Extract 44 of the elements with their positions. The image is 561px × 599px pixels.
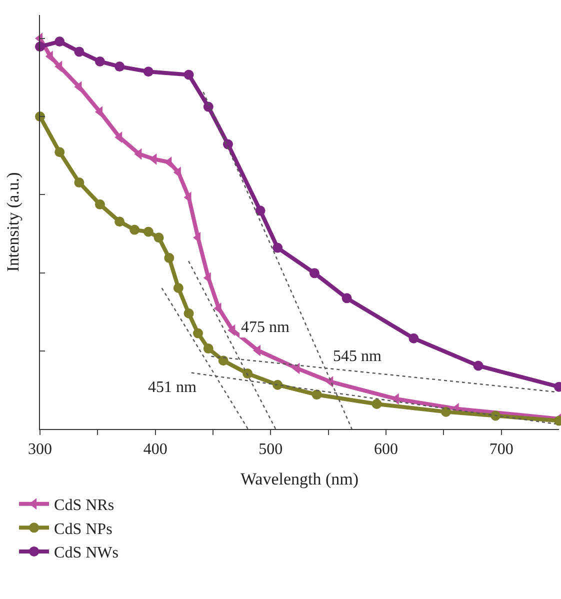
point: [490, 410, 501, 421]
point: [74, 178, 84, 188]
point: [184, 70, 194, 80]
point: [130, 224, 140, 235]
annotation: 545 nm: [333, 348, 382, 365]
point: [272, 380, 283, 390]
point: [312, 390, 322, 400]
legend-label: CdS NPs: [54, 520, 112, 538]
y-axis-title: Intensity (a.u.): [4, 172, 23, 272]
point: [114, 62, 125, 72]
x-tick-label: 500: [258, 441, 283, 458]
point: [203, 344, 214, 354]
point: [218, 356, 228, 366]
x-tick-label: 400: [143, 441, 168, 458]
point: [408, 333, 419, 344]
point: [94, 199, 105, 210]
point: [173, 283, 184, 294]
point: [309, 268, 320, 278]
point: [272, 242, 283, 253]
annotation: 475 nm: [241, 319, 290, 336]
point: [154, 232, 164, 243]
point: [342, 293, 352, 304]
point: [440, 406, 451, 417]
point: [74, 46, 84, 57]
legend-label: CdS NWs: [54, 544, 119, 562]
x-axis-title: Wavelength (nm): [240, 470, 359, 489]
annotation: 451 nm: [148, 379, 197, 396]
x-tick-label: 700: [489, 441, 514, 458]
point: [54, 147, 65, 158]
point: [193, 328, 204, 338]
point: [54, 36, 65, 47]
x-tick-label: 600: [374, 441, 398, 458]
point: [143, 66, 154, 77]
point: [184, 308, 194, 318]
legend-label: CdS NRs: [54, 497, 114, 514]
point: [114, 216, 125, 227]
point: [94, 56, 105, 66]
x-tick-label: 300: [28, 441, 52, 458]
point: [473, 360, 484, 371]
point: [143, 226, 154, 237]
point: [164, 252, 174, 263]
point: [372, 399, 382, 409]
point: [242, 368, 253, 379]
point: [255, 206, 266, 216]
